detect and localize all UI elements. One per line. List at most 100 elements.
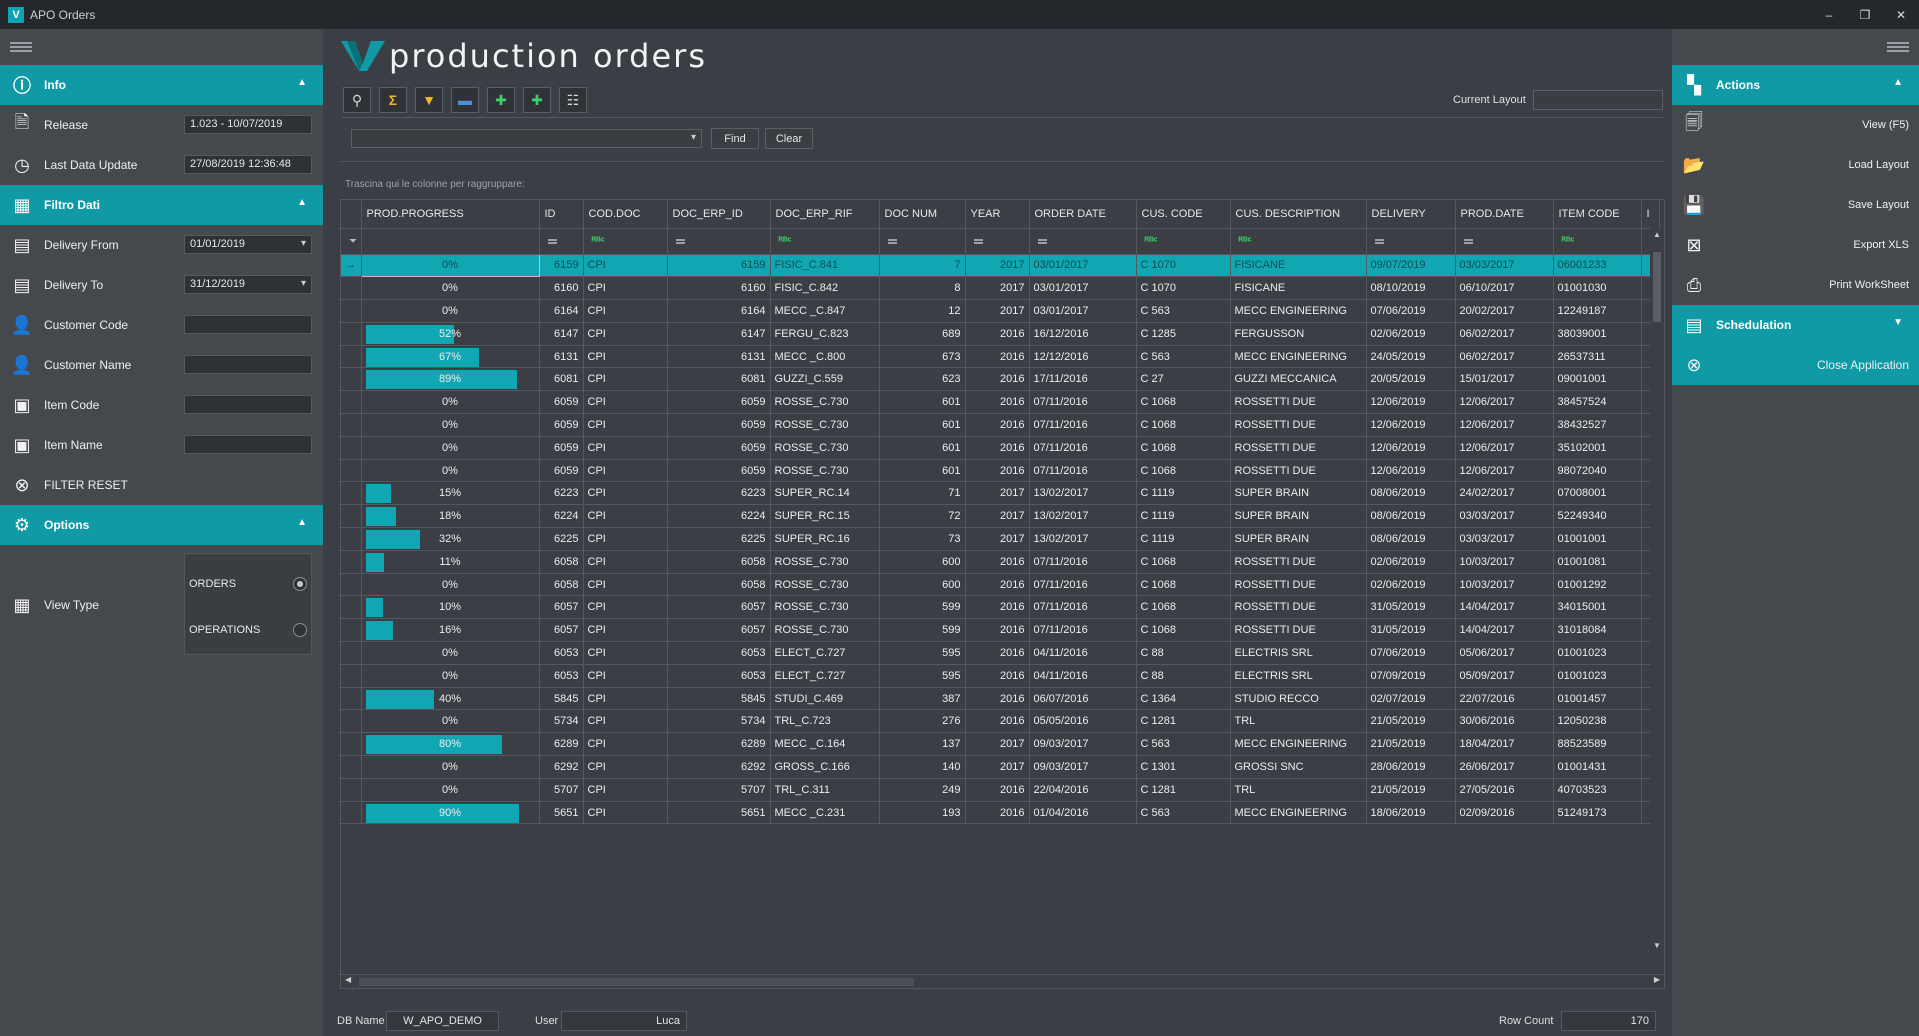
table-row[interactable]: 0% 6059 CPI 6059 ROSSE_C.730 601 2016 07/11/201… — [341, 390, 1660, 415]
prod-date-cell[interactable]: 14/04/2017 — [1455, 618, 1554, 643]
doc-erp-id-cell[interactable]: 6164 — [667, 299, 771, 323]
cus-code-cell[interactable]: C 88 — [1136, 664, 1231, 688]
filter-cell[interactable] — [879, 228, 966, 255]
progress-cell[interactable]: 90% — [361, 801, 540, 825]
cus-description-cell[interactable]: TRL — [1230, 709, 1367, 734]
options-section-header[interactable]: ⚙ Options ▲ — [0, 505, 323, 545]
item-code-cell[interactable]: 31018084 — [1553, 618, 1642, 643]
doc-num-cell[interactable]: 601 — [879, 390, 966, 415]
table-row[interactable]: 80% 6289 CPI 6289 MECC _C.164 137 2017 09/03/20… — [341, 732, 1660, 757]
doc-erp-id-cell[interactable]: 6131 — [667, 345, 771, 369]
cus-description-cell[interactable]: GROSSI SNC — [1230, 755, 1367, 779]
sum-button[interactable]: Σ — [379, 87, 407, 113]
progress-cell[interactable]: 32% — [361, 527, 540, 551]
item-code-input[interactable] — [184, 395, 312, 414]
doc-erp-rif-cell[interactable]: MECC _C.847 — [770, 299, 880, 323]
prod-date-cell[interactable]: 15/01/2017 — [1455, 367, 1554, 392]
doc-erp-id-cell[interactable]: 6292 — [667, 755, 771, 779]
table-row[interactable]: 0% 6053 CPI 6053 ELECT_C.727 595 2016 04/11/201… — [341, 641, 1660, 665]
doc-erp-id-cell[interactable]: 6059 — [667, 390, 771, 415]
filter-cell[interactable] — [1366, 228, 1456, 255]
table-row[interactable]: 0% 6059 CPI 6059 ROSSE_C.730 601 2016 07/11/201… — [341, 413, 1660, 437]
close-application-button[interactable]: ⊗ Close Application — [1672, 345, 1919, 385]
table-row[interactable]: 10% 6057 CPI 6057 ROSSE_C.730 599 2016 07/11/20… — [341, 595, 1660, 620]
item-code-cell[interactable]: 38457524 — [1553, 390, 1642, 415]
year-cell[interactable]: 2016 — [965, 573, 1030, 597]
row-indicator-cell[interactable] — [341, 778, 362, 802]
doc-erp-id-cell[interactable]: 5707 — [667, 778, 771, 802]
item-code-cell[interactable]: 09001001 — [1553, 367, 1642, 392]
cod-doc-cell[interactable]: CPI — [583, 345, 668, 369]
year-cell[interactable]: 2016 — [965, 709, 1030, 734]
progress-cell[interactable]: 0% — [361, 573, 540, 597]
filter-cell[interactable] — [1029, 228, 1137, 255]
prod-date-cell[interactable]: 18/04/2017 — [1455, 732, 1554, 757]
column-header[interactable]: ORDER DATE — [1029, 200, 1137, 229]
table-row[interactable]: 0% 6053 CPI 6053 ELECT_C.727 595 2016 04/11/201… — [341, 664, 1660, 688]
doc-erp-id-cell[interactable]: 6059 — [667, 436, 771, 460]
cus-description-cell[interactable]: ELECTRIS SRL — [1230, 641, 1367, 665]
cus-code-cell[interactable]: C 1301 — [1136, 755, 1231, 779]
order-date-cell[interactable]: 13/02/2017 — [1029, 527, 1137, 551]
info-section-header[interactable]: ⓘ Info ▲ — [0, 65, 323, 105]
doc-erp-id-cell[interactable]: 6057 — [667, 618, 771, 643]
id-cell[interactable]: 5651 — [539, 801, 584, 825]
delivery-from-date-picker[interactable]: 01/01/2019 — [184, 235, 312, 254]
doc-num-cell[interactable]: 71 — [879, 481, 966, 506]
group-button[interactable]: ▬ — [451, 87, 479, 113]
filter-cell[interactable]: ᴿᴮᶜ — [583, 228, 668, 255]
id-cell[interactable]: 6131 — [539, 345, 584, 369]
year-cell[interactable]: 2016 — [965, 390, 1030, 415]
restore-button[interactable]: ❐ — [1859, 7, 1871, 22]
row-indicator-cell[interactable] — [341, 641, 362, 665]
delivery-cell[interactable]: 02/06/2019 — [1366, 322, 1456, 346]
doc-num-cell[interactable]: 140 — [879, 755, 966, 779]
row-indicator-cell[interactable] — [341, 276, 362, 301]
order-date-cell[interactable]: 03/01/2017 — [1029, 299, 1137, 323]
item-code-cell[interactable]: 01001292 — [1553, 573, 1642, 597]
order-date-cell[interactable]: 13/02/2017 — [1029, 504, 1137, 529]
delivery-cell[interactable]: 31/05/2019 — [1366, 618, 1456, 643]
doc-erp-rif-cell[interactable]: SUPER_RC.16 — [770, 527, 880, 551]
progress-cell[interactable]: 16% — [361, 618, 540, 643]
delivery-cell[interactable]: 12/06/2019 — [1366, 390, 1456, 415]
delivery-cell[interactable]: 21/05/2019 — [1366, 732, 1456, 757]
filter-cell[interactable] — [667, 228, 771, 255]
cod-doc-cell[interactable]: CPI — [583, 276, 668, 301]
row-indicator-cell[interactable] — [341, 504, 362, 529]
cod-doc-cell[interactable]: CPI — [583, 687, 668, 711]
id-cell[interactable]: 6057 — [539, 595, 584, 620]
doc-erp-id-cell[interactable]: 6058 — [667, 573, 771, 597]
table-row[interactable]: 0% 6058 CPI 6058 ROSSE_C.730 600 2016 07/11/201… — [341, 573, 1660, 597]
row-indicator-cell[interactable] — [341, 618, 362, 643]
order-date-cell[interactable]: 04/11/2016 — [1029, 641, 1137, 665]
cus-code-cell[interactable]: C 1364 — [1136, 687, 1231, 711]
cod-doc-cell[interactable]: CPI — [583, 755, 668, 779]
cus-code-cell[interactable]: C 1068 — [1136, 459, 1231, 483]
progress-cell[interactable]: 15% — [361, 481, 540, 506]
cod-doc-cell[interactable]: CPI — [583, 504, 668, 529]
doc-erp-rif-cell[interactable]: ROSSE_C.730 — [770, 595, 880, 620]
year-cell[interactable]: 2017 — [965, 755, 1030, 779]
doc-num-cell[interactable]: 595 — [879, 664, 966, 688]
order-date-cell[interactable]: 07/11/2016 — [1029, 436, 1137, 460]
item-code-cell[interactable]: 35102001 — [1553, 436, 1642, 460]
prod-date-cell[interactable]: 06/10/2017 — [1455, 276, 1554, 301]
doc-num-cell[interactable]: 600 — [879, 550, 966, 574]
doc-erp-rif-cell[interactable]: MECC _C.164 — [770, 732, 880, 757]
column-header[interactable]: DELIVERY — [1366, 200, 1456, 229]
delivery-cell[interactable]: 07/06/2019 — [1366, 641, 1456, 665]
cus-code-cell[interactable]: C 1119 — [1136, 481, 1231, 506]
cus-description-cell[interactable]: ROSSETTI DUE — [1230, 573, 1367, 597]
row-indicator-cell[interactable] — [341, 595, 362, 620]
doc-num-cell[interactable]: 249 — [879, 778, 966, 802]
doc-erp-id-cell[interactable]: 5651 — [667, 801, 771, 825]
year-cell[interactable]: 2017 — [965, 276, 1030, 301]
doc-num-cell[interactable]: 601 — [879, 413, 966, 437]
vertical-scrollbar[interactable]: ▲ ▼ — [1650, 228, 1664, 952]
doc-erp-rif-cell[interactable]: ELECT_C.727 — [770, 641, 880, 665]
delivery-cell[interactable]: 28/06/2019 — [1366, 755, 1456, 779]
row-indicator-cell[interactable] — [341, 481, 362, 506]
cod-doc-cell[interactable]: CPI — [583, 254, 668, 278]
progress-cell[interactable]: 0% — [361, 755, 540, 779]
